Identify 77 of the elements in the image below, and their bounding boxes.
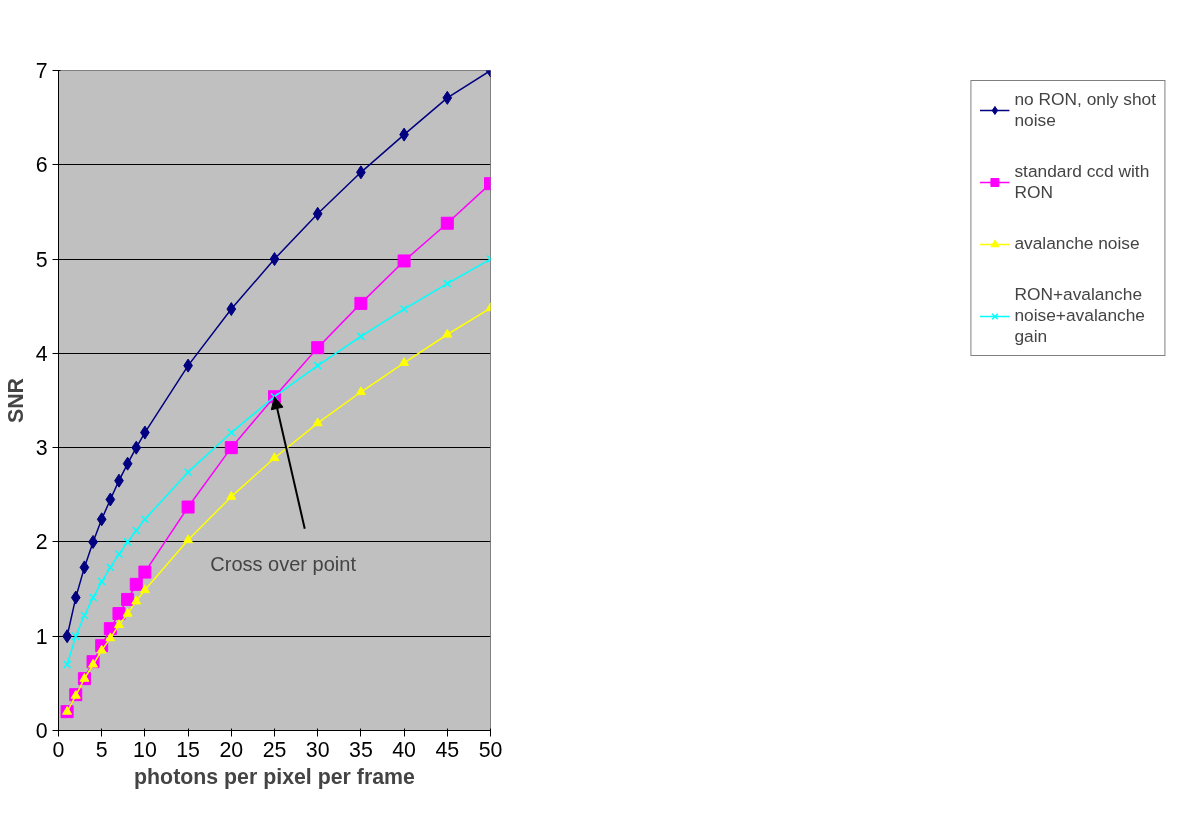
point	[355, 386, 366, 396]
point	[122, 456, 133, 471]
x-tick-label: 10	[133, 737, 157, 762]
x-tick-label: 25	[262, 737, 287, 762]
point	[70, 590, 81, 605]
y-tick-label: 2	[35, 530, 48, 555]
y-tick-label: 3	[35, 436, 48, 461]
x-tick-label: 30	[305, 737, 330, 762]
x-tick-label: 40	[392, 737, 417, 762]
legend-label: RON+avalanche noise+avalanche gain	[1014, 284, 1145, 347]
y-tick-label: 4	[35, 341, 48, 366]
point	[129, 577, 143, 591]
x-tick-label: 50	[478, 737, 503, 762]
point	[356, 332, 366, 341]
point	[183, 534, 194, 544]
point	[79, 560, 90, 575]
point	[79, 672, 90, 682]
x-tick-label: 45	[435, 737, 460, 762]
x-tick-label: 35	[349, 737, 373, 762]
point	[114, 549, 124, 559]
y-tick-label: 0	[35, 719, 48, 743]
point	[131, 595, 142, 605]
x-tick-label: 20	[219, 737, 244, 762]
y-axis-title: SNR	[3, 377, 28, 424]
point	[123, 537, 132, 547]
point	[311, 341, 325, 355]
point	[399, 304, 409, 314]
point	[397, 254, 411, 268]
y-tick-label: 5	[35, 247, 48, 272]
point	[269, 252, 280, 267]
legend-label: standard ccd with RON	[1014, 161, 1150, 203]
point	[113, 619, 124, 628]
point	[227, 428, 236, 437]
x-tick-label: 15	[176, 737, 200, 762]
point	[80, 611, 89, 620]
point	[226, 490, 237, 500]
point	[399, 357, 410, 366]
point	[96, 644, 107, 654]
point	[131, 440, 142, 455]
point	[140, 515, 150, 524]
x-axis-title: photons per pixel per frame	[134, 764, 416, 789]
annotation: Cross over point	[210, 552, 357, 575]
point	[443, 279, 452, 288]
point	[226, 302, 237, 317]
point	[88, 593, 98, 602]
point	[440, 216, 454, 230]
point	[106, 563, 115, 572]
point	[131, 526, 141, 535]
y-tick-label: 1	[35, 624, 48, 649]
point	[62, 660, 72, 669]
point	[105, 492, 116, 507]
point	[269, 452, 280, 462]
point	[105, 632, 116, 642]
point	[312, 417, 323, 427]
point	[96, 512, 107, 527]
point	[97, 577, 106, 586]
legend-label: no RON, only shot noise	[1014, 89, 1156, 131]
y-tick-label: 7	[35, 59, 48, 83]
point	[224, 441, 238, 455]
point	[312, 206, 323, 221]
x-tick-label: 0	[52, 737, 65, 762]
point	[121, 592, 135, 606]
point	[183, 467, 193, 477]
x-tick-label: 5	[95, 737, 108, 762]
point	[354, 296, 368, 310]
point	[313, 361, 322, 370]
point	[181, 500, 195, 514]
point	[112, 607, 126, 621]
point	[138, 565, 152, 579]
point	[122, 607, 133, 617]
point	[139, 584, 150, 594]
point	[442, 90, 453, 105]
point	[62, 705, 73, 715]
y-tick-label: 6	[35, 153, 48, 178]
point	[71, 631, 81, 641]
point	[442, 328, 453, 338]
legend-label: avalanche noise	[1014, 233, 1140, 254]
